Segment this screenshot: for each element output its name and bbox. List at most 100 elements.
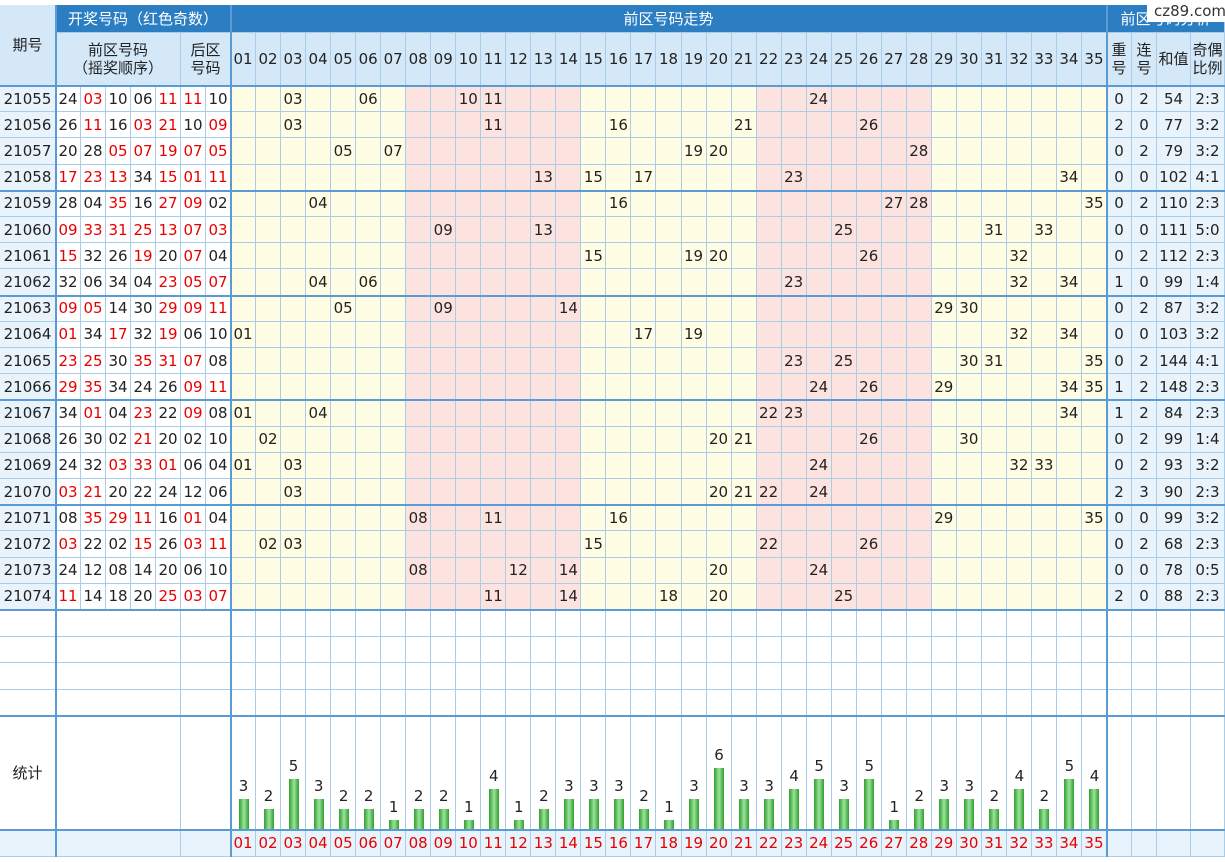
front-number: 32	[81, 452, 106, 479]
trend-cell	[831, 557, 857, 584]
trend-cell	[256, 138, 282, 165]
empty-cell	[606, 610, 632, 637]
trend-cell	[1056, 190, 1082, 217]
empty-cell	[531, 663, 557, 690]
trend-cell	[681, 531, 707, 558]
group-separator	[0, 189, 1225, 192]
empty-cell	[481, 689, 507, 716]
trend-cell	[331, 583, 357, 610]
trend-number: 13	[531, 164, 557, 191]
count-label: 5	[288, 756, 299, 775]
trend-cell	[1081, 321, 1107, 348]
trend-cell	[806, 348, 832, 375]
front-number: 25	[131, 217, 156, 244]
trend-cell	[531, 243, 557, 270]
trend-cell	[781, 452, 807, 479]
trend-number: 26	[856, 531, 882, 558]
empty-cell	[631, 610, 657, 637]
ratio: 0:5	[1191, 557, 1225, 584]
number-header: 28	[906, 33, 932, 86]
back-number: 07	[206, 269, 231, 296]
empty-cell	[181, 716, 231, 830]
trend-cell	[856, 505, 882, 532]
front-number: 11	[56, 583, 81, 610]
empty-cell	[606, 636, 632, 663]
ratio: 4:1	[1191, 164, 1225, 191]
back-number: 07	[206, 583, 231, 610]
empty-cell	[481, 610, 507, 637]
trend-cell	[231, 138, 257, 165]
number-header: 27	[881, 33, 907, 86]
consecutive: 2	[1132, 348, 1157, 375]
consecutive: 0	[1132, 583, 1157, 610]
trend-cell	[531, 531, 557, 558]
trend-cell	[581, 505, 607, 532]
number-header: 12	[506, 33, 532, 86]
number-footer: 23	[781, 830, 807, 857]
trend-number: 05	[331, 295, 357, 322]
number-footer: 19	[681, 830, 707, 857]
trend-cell	[381, 505, 407, 532]
trend-cell	[331, 164, 357, 191]
empty-cell	[431, 689, 457, 716]
trend-cell	[631, 583, 657, 610]
trend-cell	[1056, 452, 1082, 479]
trend-number: 16	[606, 112, 632, 139]
trend-cell	[831, 505, 857, 532]
trend-cell	[331, 86, 357, 113]
trend-cell	[356, 164, 382, 191]
trend-number: 24	[806, 479, 832, 506]
trend-cell	[1056, 217, 1082, 244]
back-number: 06	[181, 321, 206, 348]
trend-cell	[556, 217, 582, 244]
trend-cell	[981, 138, 1007, 165]
empty-cell	[781, 636, 807, 663]
trend-cell	[606, 479, 632, 506]
trend-cell	[631, 243, 657, 270]
empty-cell	[656, 663, 682, 690]
trend-cell	[256, 348, 282, 375]
back-number: 10	[206, 426, 231, 453]
trend-cell	[306, 321, 332, 348]
back-number: 03	[181, 583, 206, 610]
empty-cell	[281, 610, 307, 637]
consecutive: 2	[1132, 400, 1157, 427]
front-number: 32	[56, 269, 81, 296]
count-bar	[889, 819, 900, 830]
count-label: 2	[1039, 787, 1050, 806]
trend-cell	[956, 452, 982, 479]
trend-cell	[881, 348, 907, 375]
trend-cell	[656, 112, 682, 139]
trend-cell	[306, 86, 332, 113]
trend-cell	[931, 243, 957, 270]
trend-cell	[706, 374, 732, 401]
trend-cell	[1056, 295, 1082, 322]
trend-cell	[906, 505, 932, 532]
trend-cell	[531, 348, 557, 375]
consecutive: 2	[1132, 452, 1157, 479]
trend-cell	[681, 348, 707, 375]
trend-cell	[1081, 243, 1107, 270]
trend-cell	[856, 164, 882, 191]
trend-number: 20	[706, 583, 732, 610]
empty-cell	[531, 610, 557, 637]
trend-cell	[731, 374, 757, 401]
trend-cell	[956, 269, 982, 296]
trend-cell	[256, 86, 282, 113]
empty-cell	[181, 689, 231, 716]
empty-cell	[606, 663, 632, 690]
trend-cell	[406, 374, 432, 401]
trend-cell	[456, 190, 482, 217]
trend-cell	[356, 531, 382, 558]
trend-number: 34	[1056, 400, 1082, 427]
trend-cell	[931, 217, 957, 244]
trend-cell	[656, 557, 682, 584]
trend-cell	[456, 164, 482, 191]
trend-cell	[381, 452, 407, 479]
trend-cell	[306, 348, 332, 375]
consecutive: 2	[1132, 138, 1157, 165]
trend-cell	[681, 86, 707, 113]
count-label: 5	[864, 756, 874, 775]
trend-cell	[681, 295, 707, 322]
